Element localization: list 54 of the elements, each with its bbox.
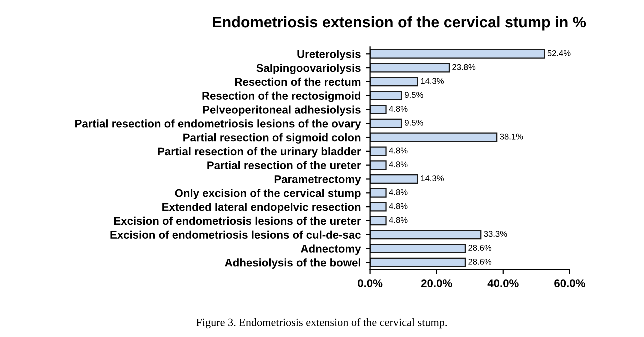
y-tick-label: Excision of endometriosis lesions of cul-de-sac [110, 230, 361, 239]
x-tick-label: 20.0% [421, 280, 452, 288]
bar [370, 105, 387, 114]
x-tick-label: 40.0% [488, 280, 519, 288]
chart-title: Endometriosis extension of the cervical stump in % [213, 16, 586, 31]
bar [370, 49, 546, 59]
bar [370, 258, 466, 268]
x-tick-label: 0.0% [358, 280, 383, 288]
data-label: 52.4% [548, 50, 571, 56]
bar [370, 63, 450, 73]
data-label: 9.5% [405, 120, 424, 126]
y-tick-label: Partial resection of the ureter [208, 161, 362, 170]
bar [370, 146, 387, 156]
bar [370, 216, 387, 226]
data-label: 4.8% [389, 162, 408, 168]
x-tick-label: 60.0% [554, 280, 586, 288]
bar [370, 77, 418, 87]
y-tick-label: Partial resection of sigmoid colon [184, 134, 361, 144]
y-tick-label: Extended lateral endopelvic resection [162, 203, 361, 214]
data-label: 33.3% [484, 231, 508, 238]
y-tick-label: Resection of the rectosigmoid [202, 92, 361, 102]
bar [370, 244, 466, 254]
bar [370, 91, 402, 101]
y-tick-label: Only excision of the cervical stump [175, 189, 361, 200]
data-label: 28.6% [468, 258, 492, 265]
y-tick-label: Ureterolysis [298, 50, 361, 60]
data-label: 4.8% [389, 217, 408, 224]
y-tick-label: Resection of the rectum [235, 78, 361, 86]
data-label: 28.6% [468, 245, 492, 251]
data-label: 38.1% [500, 134, 524, 140]
data-label: 4.8% [389, 203, 408, 210]
data-label: 14.3% [421, 176, 444, 182]
y-tick-label: Partial resection of endometriosis lesions of the ovary [76, 120, 362, 130]
data-label: 4.8% [389, 148, 408, 154]
bar [370, 202, 387, 212]
y-tick-label: Parametrectomy [274, 176, 362, 186]
bar [370, 230, 482, 240]
bar [370, 188, 387, 198]
data-label: 14.3% [421, 78, 444, 84]
y-tick-label: Adhesiolysis of the bowel [225, 258, 360, 269]
bar [370, 174, 418, 184]
data-label: 4.8% [389, 106, 408, 112]
data-label: 9.5% [405, 92, 424, 98]
caption: Figure 3. Endometriosis extension of the cervical stump. [196, 318, 448, 329]
y-tick-label: Excision of endometriosis lesions of the ureter [114, 216, 362, 226]
bar [370, 118, 402, 128]
y-tick-label: Partial resection of the urinary bladder [158, 147, 362, 158]
y-tick-label: Salpingoovariolysis [256, 64, 361, 74]
data-label: 4.8% [389, 189, 408, 196]
y-tick-label: Pelveoperitoneal adhesiolysis [203, 106, 361, 116]
y-tick-label: Adnectomy [301, 244, 362, 256]
data-label: 23.8% [452, 64, 476, 70]
bar [370, 160, 387, 170]
bar [370, 132, 498, 142]
